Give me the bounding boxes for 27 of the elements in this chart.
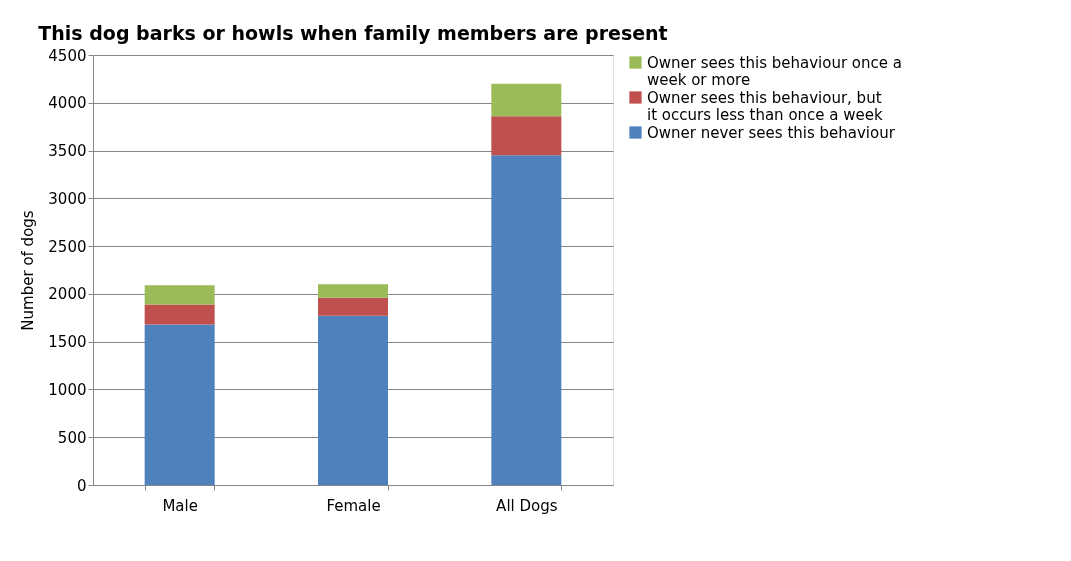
legend-label: Owner never sees this behaviour [647,123,896,142]
y-tick-label: 2500 [48,237,87,256]
y-tick-label: 1500 [48,333,87,352]
bar [144,304,215,325]
y-axis-title: Number of dogs [19,210,38,331]
legend-label: Owner sees this behaviour once a week or more [647,53,902,89]
bar [144,324,215,485]
y-tick-label: 4500 [48,46,87,65]
y-tick-label: 0 [76,476,87,495]
y-tick-label: 3000 [48,189,87,208]
y-tick-label: 500 [57,428,87,447]
chart-title: This dog barks or howls when family members are present [38,22,668,44]
bar [318,297,388,316]
bar [144,285,215,305]
x-tick-label: Female [326,496,381,515]
y-tick-label: 2000 [48,285,87,304]
bar [491,83,562,117]
y-tick-label: 1000 [48,380,87,399]
y-tick-label: 4000 [48,94,87,113]
x-tick-label: All Dogs [496,496,558,515]
legend-label: Owner sees this behaviour, but it occurs less than once a week [647,88,884,124]
bar [491,155,562,485]
y-tick-label: 3500 [48,142,87,161]
bar [318,315,388,485]
x-tick-label: Male [162,496,198,515]
bar [491,116,562,156]
bar [318,284,388,298]
